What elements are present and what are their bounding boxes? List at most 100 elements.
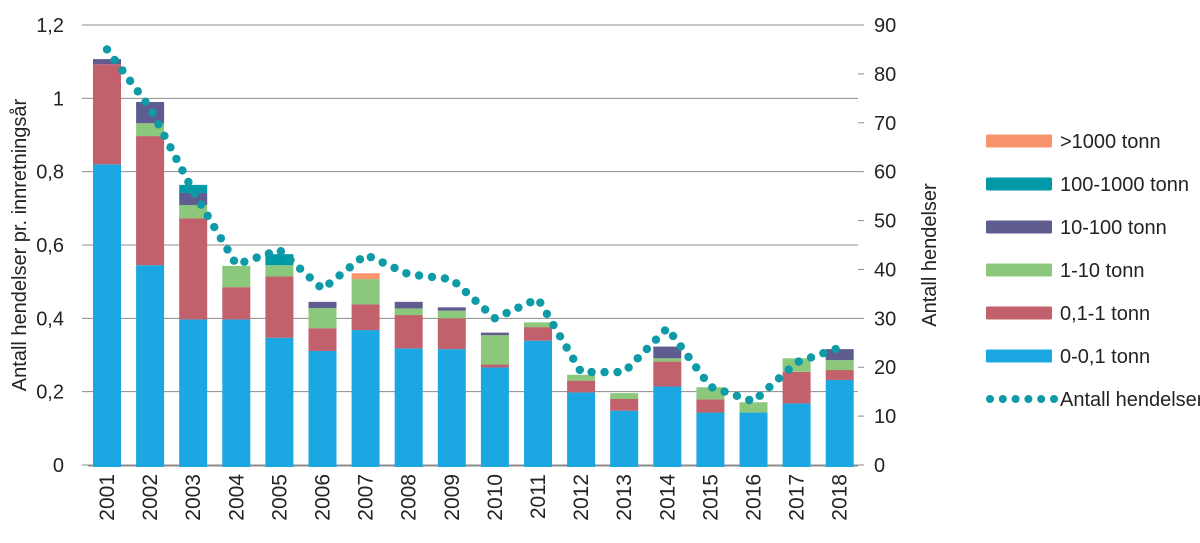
line-dot [587,367,596,377]
legend-label: 0-0,1 tonn [1060,346,1150,368]
left-axis-tick-label: 1,2 [36,15,64,37]
line-dot [118,66,127,75]
line-dot [345,263,354,272]
bar-segment-2009 [437,310,466,319]
right-axis-tick-label: 50 [874,211,896,233]
legend-swatch [986,306,1052,320]
x-axis-year-label: 2010 [484,474,507,521]
line-dot [160,131,169,141]
legend-dotted-swatch [1037,395,1046,403]
line-dot [765,382,774,392]
bar-segment-2015 [696,387,725,400]
line-dot [794,357,803,366]
bar-segment-2001 [93,64,121,165]
x-axis-year-label: 2001 [96,474,119,521]
line-dot [264,249,274,258]
line-dot [526,298,535,307]
bar-segment-2018 [825,379,854,467]
bar-segment-2014 [653,358,682,362]
bar-segment-2004 [222,319,251,467]
right-axis-tick-label: 90 [874,15,896,37]
line-dot [600,367,609,377]
legend-item: 0,1-1 tonn [986,303,1150,325]
x-axis-year-label: 2013 [613,474,636,521]
right-axis-tick-label: 70 [874,113,896,135]
bar-segment-2003 [179,184,208,193]
bar-segment-2012 [567,392,596,467]
line-dot [562,343,571,352]
bar-segment-2015 [696,412,725,467]
line-dot [774,374,784,383]
line-dot [216,234,226,243]
left-axis-title: Antall hendelser pr. innretningsår [9,98,31,391]
right-axis-title: Antall hendelser [919,183,941,327]
x-axis-year-label: 2011 [527,474,550,519]
left-axis-tick-label: 0,4 [36,308,64,330]
bar-segment-2005 [265,265,294,277]
line-dot [240,257,249,267]
line-dot [633,354,642,363]
right-axis-tick-label: 10 [874,406,896,428]
bar-segment-2006 [308,308,337,329]
bar-segment-2007 [351,304,380,331]
left-axis-tick-label: 1 [53,88,64,110]
bar-segment-2001 [93,164,121,468]
right-axis-tick-label: 0 [874,455,885,477]
line-dot [166,143,175,152]
bar-segment-2017 [782,403,811,467]
line-dot [355,255,365,264]
line-dot [691,363,701,372]
x-axis-year-label: 2006 [312,474,335,521]
line-dot [305,273,314,282]
line-dot [642,344,652,354]
bar-segment-2010 [480,332,509,336]
line-dot [402,269,411,278]
bar-series [93,59,854,468]
line-dot [514,303,523,312]
legend-item: 0-0,1 tonn [986,346,1150,368]
bar-segment-2004 [222,287,251,320]
bar-segment-2008 [394,301,423,309]
axis-labels: 0 0,2 0,4 0,6 0,8 1 1,2 0 10 20 30 40 50 60 70 80 90 2001… [9,15,941,521]
bar-segment-2009 [437,307,466,311]
line-dot [252,253,261,262]
line-dot [133,87,142,96]
line-dot [178,166,187,175]
legend-dotted-swatch [986,395,994,403]
line-dot [295,264,305,273]
bar-segment-2005 [265,254,294,266]
bar-segment-2012 [567,380,596,393]
line-dot [102,45,112,54]
x-axis-year-label: 2004 [225,474,248,521]
line-dot [229,256,239,265]
x-axis-year-label: 2012 [570,474,593,521]
line-dot [502,308,511,318]
line-dot [575,365,585,375]
line-dot [190,189,199,198]
left-axis-tick-label: 0 [53,455,64,477]
bar-segment-2013 [610,410,639,467]
x-axis-year-label: 2016 [743,474,766,521]
bar-segment-2003 [179,218,208,320]
bar-segment-2010 [480,367,509,467]
x-axis-year-label: 2007 [355,474,378,521]
line-dot [831,344,840,354]
x-axis-year-label: 2014 [656,474,679,521]
left-axis-tick-label: 0,2 [36,382,64,404]
legend-dotted-swatch [1024,395,1033,403]
x-axis-year-label: 2009 [441,474,464,521]
bar-segment-2008 [394,308,423,316]
bar-segment-2003 [179,319,208,467]
legend-swatch [986,349,1052,363]
line-dot [480,305,490,314]
line-dot [378,258,387,267]
legend-label: 100-1000 tonn [1060,174,1189,196]
line-dot [471,296,480,305]
legend-label: >1000 tonn [1060,131,1161,153]
line-dot [806,353,816,362]
bar-segment-2018 [825,360,854,371]
line-dot [141,97,150,107]
bar-segment-2009 [437,349,466,467]
x-axis-year-label: 2017 [786,474,809,521]
